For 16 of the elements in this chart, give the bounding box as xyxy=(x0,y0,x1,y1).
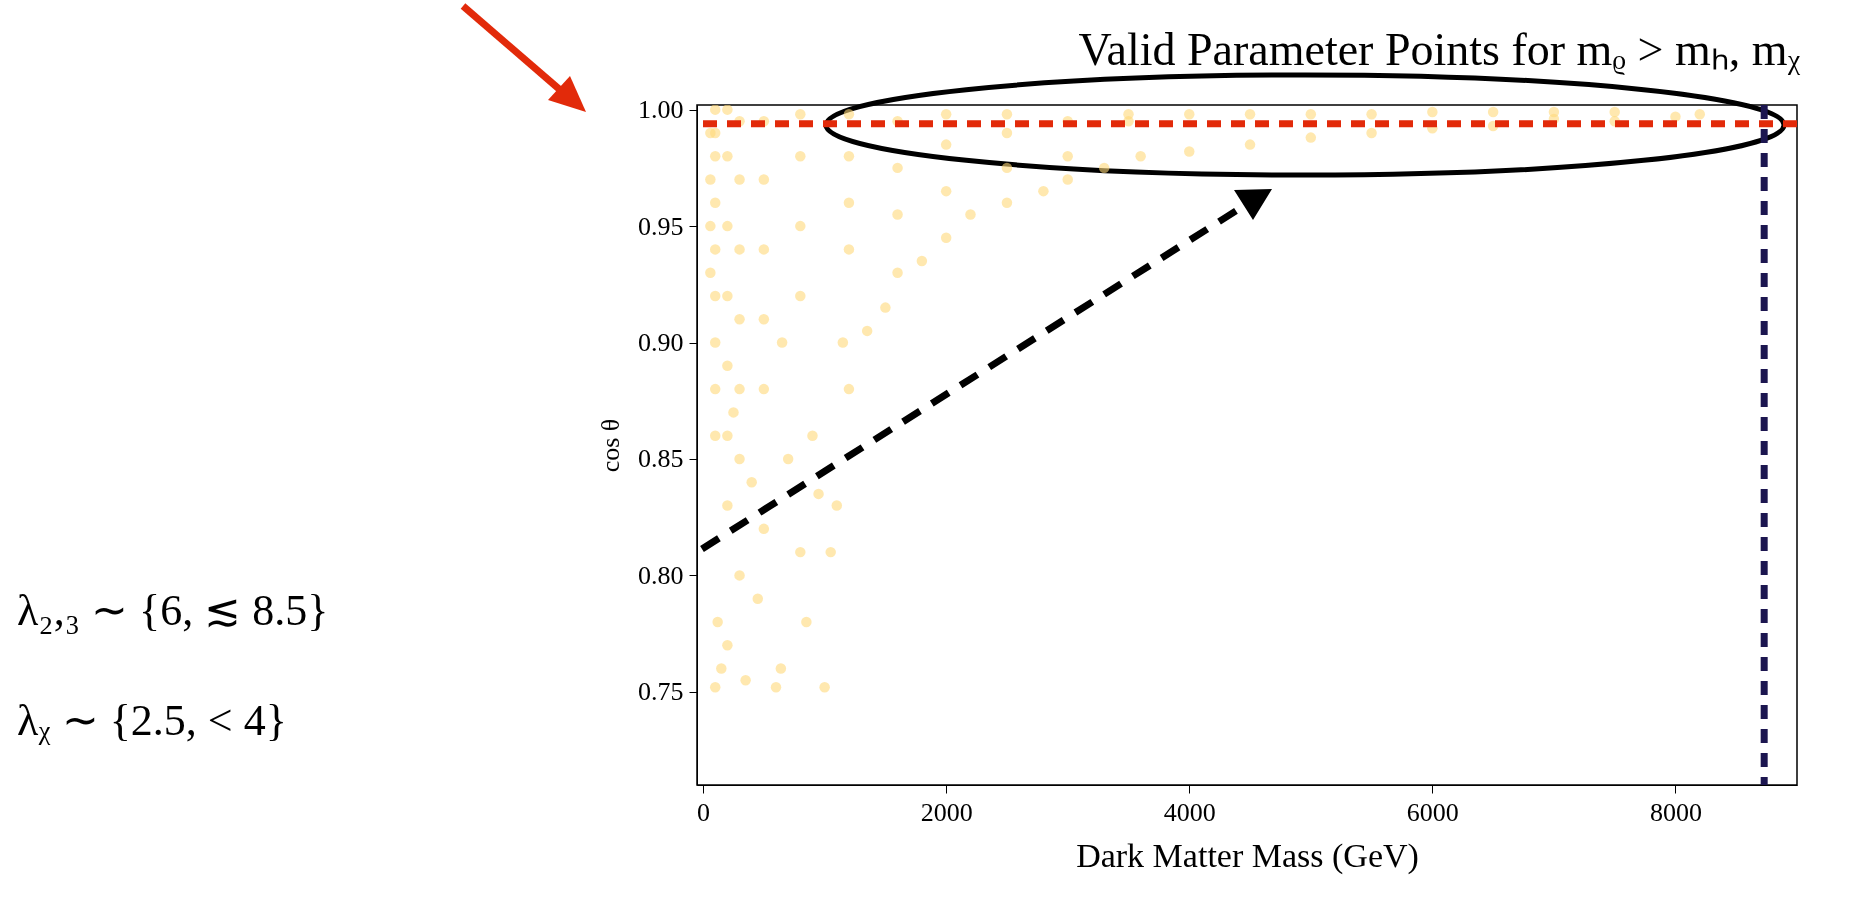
text: λ₂,₃ ∼ {6, ≲ 8.5} xyxy=(17,586,329,635)
y-tick-label: 0.80 xyxy=(638,560,684,590)
x-axis-title: Dark Matter Mass (GeV) xyxy=(1076,836,1419,875)
y-axis-title: cos θ xyxy=(596,418,625,473)
y-tick-label: 0.95 xyxy=(638,211,684,241)
y-tick-label: 0.75 xyxy=(638,677,684,707)
x-tick-label: 6000 xyxy=(1406,797,1459,827)
x-tick-label: 0 xyxy=(697,797,711,827)
chart-title: Valid Parameter Points for mᵨ > mₕ, mᵪ xyxy=(1078,23,1801,75)
x-tick-label: 8000 xyxy=(1649,797,1702,827)
y-tick-label: 0.85 xyxy=(638,444,684,474)
text: λᵪ ∼ {2.5, < 4} xyxy=(17,696,287,745)
x-tick-label: 4000 xyxy=(1163,797,1216,827)
y-tick-label: 0.90 xyxy=(638,328,684,358)
x-tick-label: 2000 xyxy=(920,797,973,827)
y-tick-label: 1.00 xyxy=(638,95,684,125)
